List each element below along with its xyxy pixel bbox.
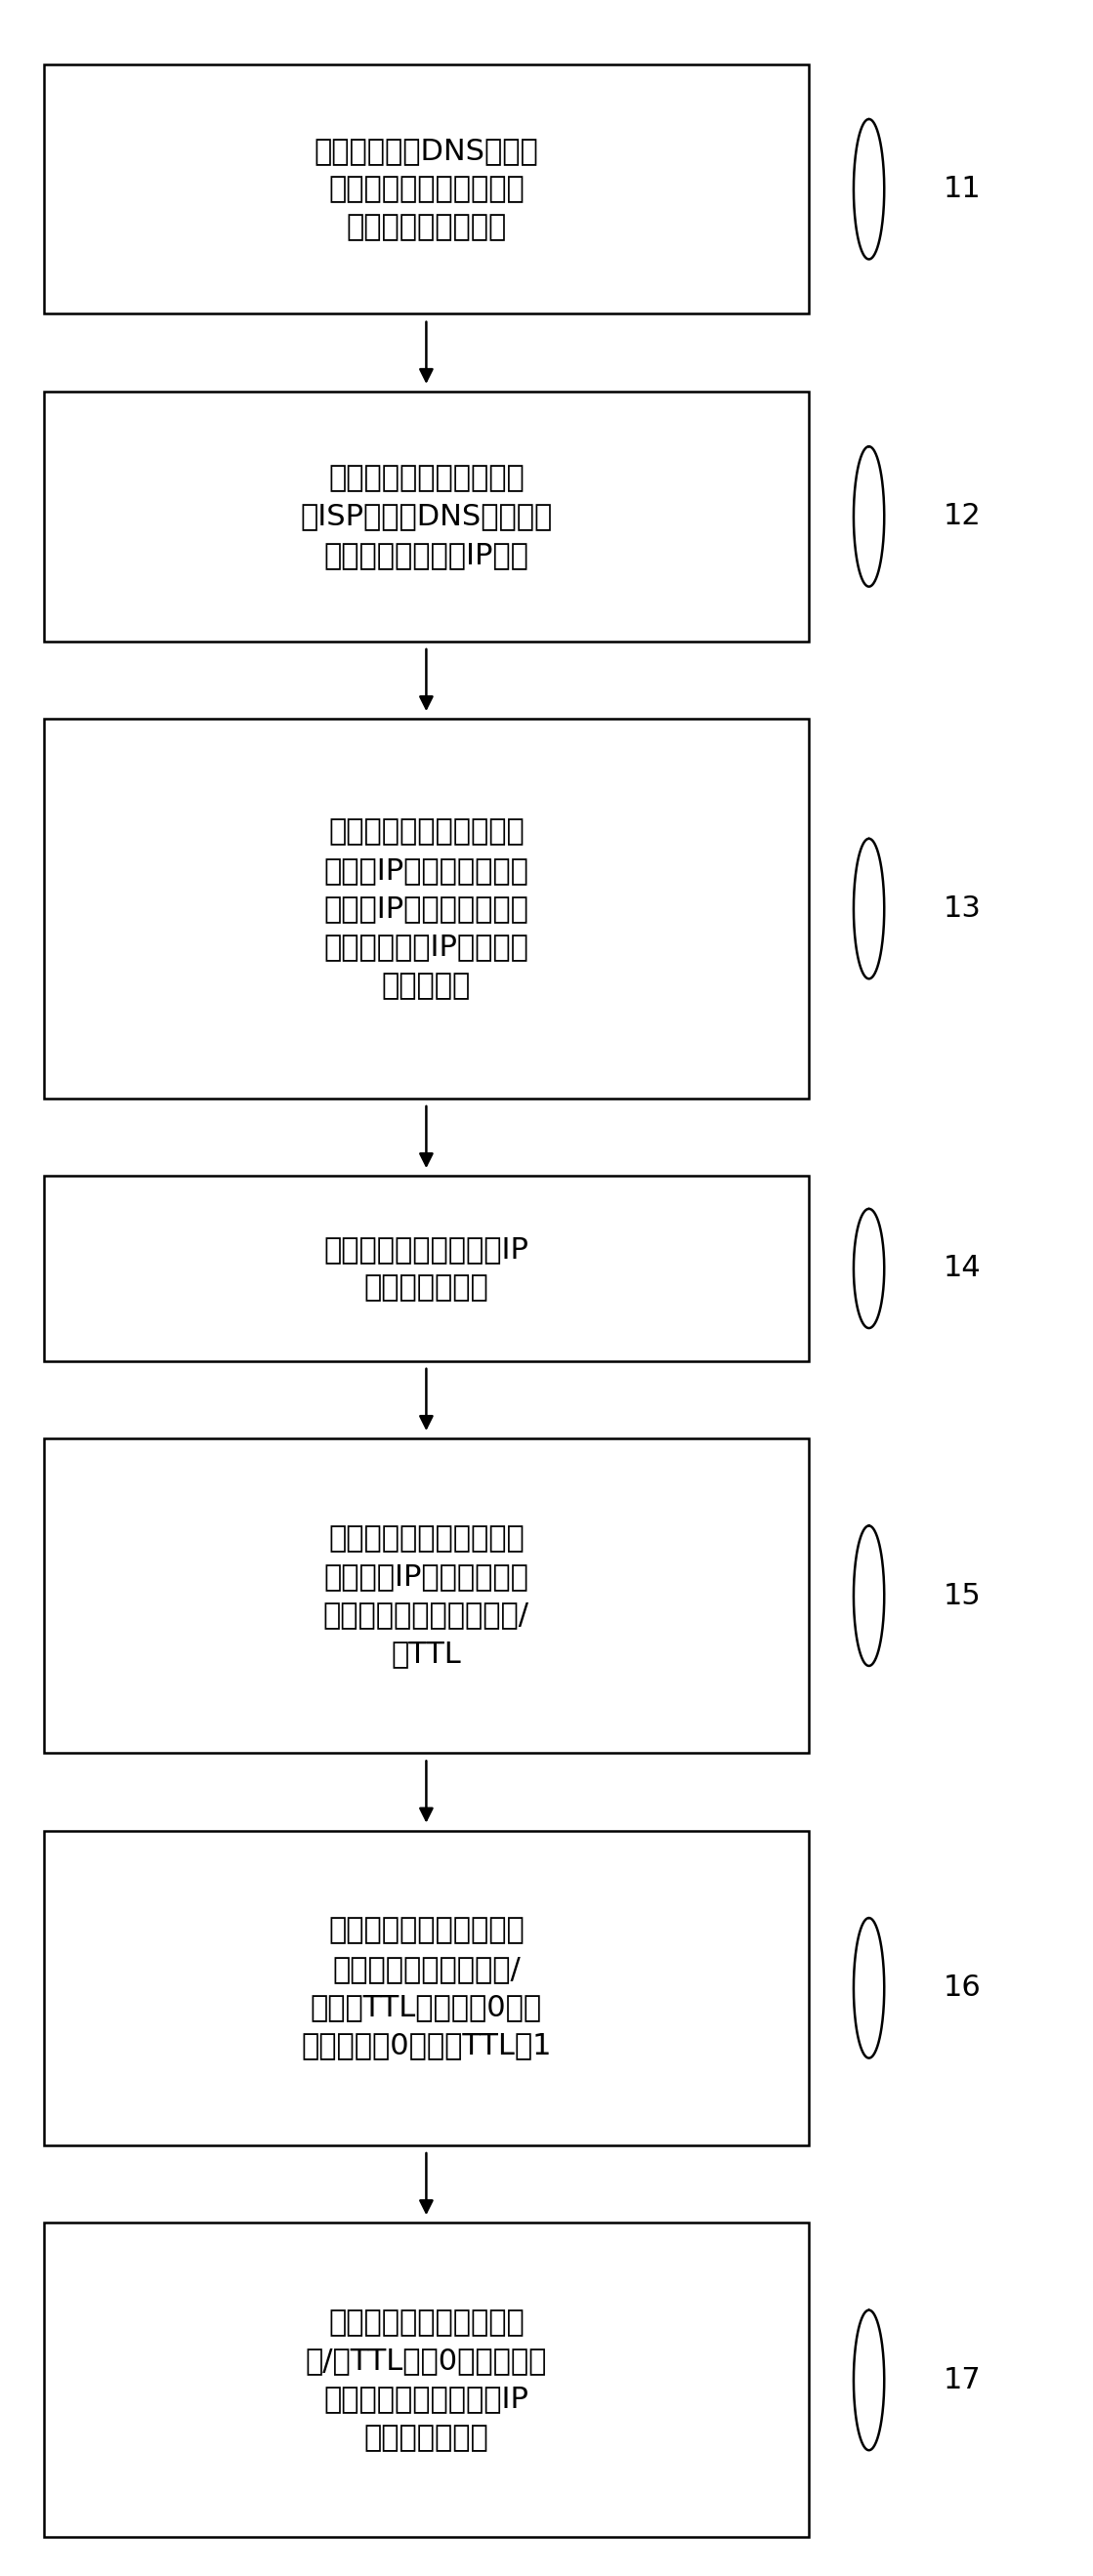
Text: 11: 11 <box>943 175 980 204</box>
Text: 用于将域名地址已经排序
好的多个IP地址进行本地
存储，并标记存储时间和/
或TTL: 用于将域名地址已经排序 好的多个IP地址进行本地 存储，并标记存储时间和/ 或T… <box>324 1525 529 1667</box>
Text: 用于根据预设的优化算法
对多个IP地址进行量排序
，多个IP地址的顺序指示
用户访问多个IP地址的访
问质量高低: 用于根据预设的优化算法 对多个IP地址进行量排序 ，多个IP地址的顺序指示 用户… <box>324 817 529 999</box>
FancyBboxPatch shape <box>44 719 809 1097</box>
Text: 用于将访问质量最高的IP
地址反馈给用户: 用于将访问质量最高的IP 地址反馈给用户 <box>324 1234 529 1301</box>
Text: 16: 16 <box>943 1973 980 2002</box>
Text: 12: 12 <box>943 502 980 531</box>
FancyBboxPatch shape <box>44 1437 809 1754</box>
Text: 15: 15 <box>943 1582 980 1610</box>
Text: 13: 13 <box>943 894 980 922</box>
Text: 在存储时间超过超期时间
和/或TTL等于0时，将域名
地址已经排序好的多个IP
地址从本地删除: 在存储时间超过超期时间 和/或TTL等于0时，将域名 地址已经排序好的多个IP … <box>305 2308 548 2452</box>
Text: 17: 17 <box>943 2365 980 2393</box>
FancyBboxPatch shape <box>44 1832 809 2146</box>
Text: 用于判断存储时间是否超
过预设的超期时间，和/
或判断TTL是否等于0，且
如果不等于0，则将TTL减1: 用于判断存储时间是否超 过预设的超期时间，和/ 或判断TTL是否等于0，且 如果… <box>301 1917 552 2061</box>
Text: 用于将域名地址分发到多
个ISP线路的DNS上查询域
名地址对应的多个IP地址: 用于将域名地址分发到多 个ISP线路的DNS上查询域 名地址对应的多个IP地址 <box>301 464 552 569</box>
FancyBboxPatch shape <box>44 2223 809 2537</box>
FancyBboxPatch shape <box>44 1177 809 1360</box>
FancyBboxPatch shape <box>44 392 809 641</box>
Text: 14: 14 <box>943 1255 980 1283</box>
FancyBboxPatch shape <box>44 64 809 314</box>
Text: 用于分析目标DNS的请求
解析行为，来获取用户所
请求解析的域名地址: 用于分析目标DNS的请求 解析行为，来获取用户所 请求解析的域名地址 <box>314 137 539 242</box>
